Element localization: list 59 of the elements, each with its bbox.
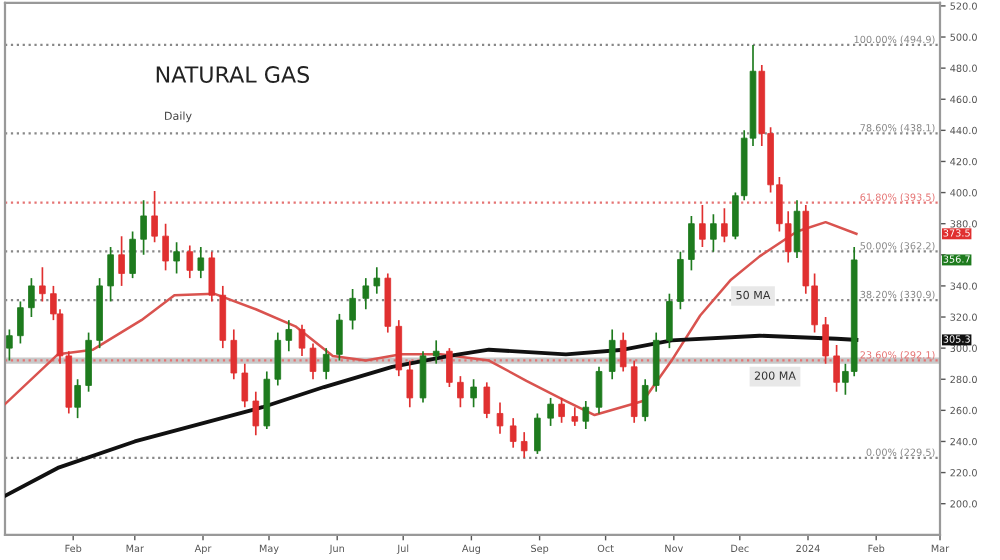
candlestick <box>74 378 81 419</box>
text: NATURAL GAS <box>156 66 310 83</box>
candlestick <box>710 213 717 253</box>
candlestick <box>241 362 249 409</box>
candlestick <box>619 331 627 373</box>
candlestick <box>349 288 356 331</box>
candlestick <box>140 199 147 256</box>
candlestick <box>721 207 728 244</box>
candlestick <box>666 292 673 349</box>
candlestick <box>406 359 414 409</box>
candlestick <box>608 328 616 381</box>
candlestick <box>470 378 477 409</box>
candlestick <box>534 412 541 455</box>
candlestick <box>582 400 590 430</box>
candlestick <box>446 347 453 388</box>
candlestick <box>822 316 829 365</box>
candlestick <box>520 431 528 459</box>
candlestick <box>793 199 801 259</box>
candlestick <box>274 331 282 387</box>
candlestick <box>432 339 440 365</box>
candlestick <box>208 250 216 303</box>
candlestick <box>336 313 343 362</box>
candlestick <box>641 378 649 423</box>
candlestick <box>652 331 660 393</box>
candlestick <box>17 300 24 345</box>
candlestick <box>457 375 464 409</box>
candlestick <box>547 397 554 427</box>
candlestick <box>39 266 46 303</box>
candlestick <box>496 401 504 435</box>
candlestick <box>373 266 381 295</box>
candlestick <box>173 241 180 275</box>
candlestick <box>571 406 579 427</box>
candlestick <box>28 277 35 318</box>
candlestick <box>322 347 330 381</box>
candlestick <box>509 417 517 449</box>
candlestick <box>85 331 92 393</box>
candlestick <box>197 246 205 279</box>
candlestick <box>699 204 706 248</box>
candlestick <box>285 319 293 353</box>
candlestick <box>151 190 158 244</box>
candlestick <box>395 319 403 377</box>
candlestick <box>263 370 271 430</box>
candlestick <box>107 246 114 303</box>
candlestick <box>483 381 491 419</box>
candlestick <box>677 250 684 311</box>
candlestick <box>219 285 227 349</box>
candlestick <box>230 328 238 381</box>
candlestick <box>833 344 840 393</box>
candlestick <box>419 350 427 404</box>
candlestick <box>362 277 370 311</box>
candlestick <box>162 222 169 272</box>
candlestick <box>6 328 13 362</box>
candlestick <box>558 397 565 424</box>
candlestick <box>129 230 136 279</box>
candlestick <box>186 244 194 279</box>
candlestick <box>118 235 125 287</box>
candlestick <box>252 390 260 437</box>
candlestick <box>595 365 603 415</box>
candlestick <box>688 215 695 272</box>
